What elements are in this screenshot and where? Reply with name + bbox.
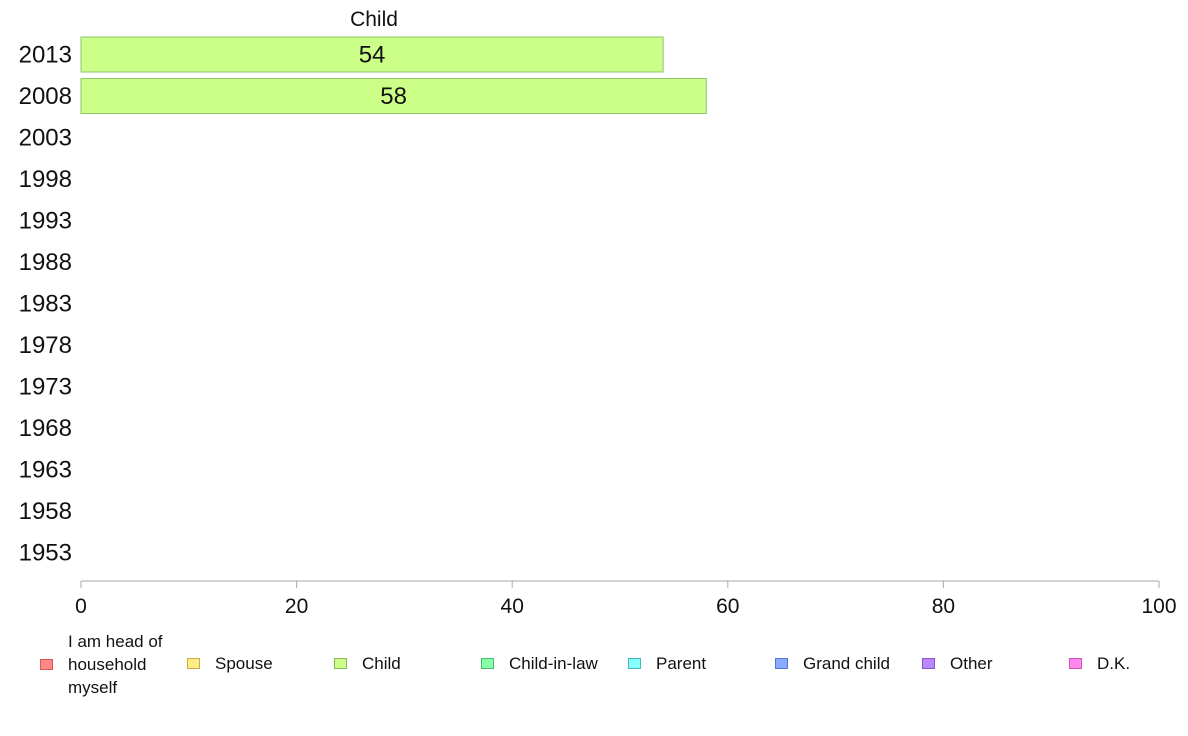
y-tick-label: 1988 (19, 249, 72, 276)
y-tick-label: 1998 (19, 166, 72, 193)
legend-label: Spouse (215, 654, 273, 673)
x-tick-label: 100 (1141, 595, 1176, 618)
y-tick-label: 1968 (19, 415, 72, 442)
bar (80, 36, 664, 73)
y-tick-label: 2008 (19, 83, 72, 110)
y-tick-label: 1978 (19, 332, 72, 359)
legend-swatch (40, 659, 53, 670)
y-tick-label: 2013 (19, 42, 72, 69)
legend-item: Spouse (187, 652, 273, 675)
legend-item: I am head of household myself (40, 630, 178, 699)
bar-value-label: 54 (359, 42, 386, 69)
legend-label: Other (950, 654, 993, 673)
legend-swatch (187, 658, 200, 669)
legend-swatch (334, 658, 347, 669)
bar (80, 78, 707, 114)
legend-item: Other (922, 652, 993, 675)
legend: I am head of household myself Spouse Child… (0, 630, 1188, 700)
legend-item: Child-in-law (481, 652, 598, 675)
legend-label: Grand child (803, 654, 890, 673)
bar-value-label: 58 (380, 83, 407, 110)
legend-item: Parent (628, 652, 706, 675)
bar-chart: Child 2013 2008 2003 1998 1993 1988 1983 1978 19… (19, 8, 1177, 618)
x-tick-label: 20 (285, 595, 308, 618)
legend-label: Child (362, 654, 401, 673)
legend-swatch (481, 658, 494, 669)
y-tick-label: 1983 (19, 291, 72, 318)
legend-swatch (1069, 658, 1082, 669)
legend-swatch (628, 658, 641, 669)
y-tick-label: 1963 (19, 457, 72, 484)
y-tick-label: 1953 (19, 540, 72, 567)
x-tick-label: 40 (501, 595, 524, 618)
legend-swatch (775, 658, 788, 669)
legend-label: I am head of household myself (68, 632, 163, 697)
legend-swatch (922, 658, 935, 669)
x-axis: 0 20 40 60 80 100 (75, 580, 1177, 618)
y-tick-label: 1958 (19, 498, 72, 525)
x-tick-label: 0 (75, 595, 87, 618)
legend-item: Grand child (775, 652, 890, 675)
y-tick-label: 2003 (19, 125, 72, 152)
y-tick-label: 1993 (19, 208, 72, 235)
series-label: Child (350, 8, 398, 31)
legend-label: Child-in-law (509, 654, 598, 673)
y-tick-label: 1973 (19, 374, 72, 401)
x-tick-label: 80 (932, 595, 955, 618)
bars: 54 58 (80, 36, 707, 114)
x-tick-label: 60 (716, 595, 739, 618)
legend-label: D.K. (1097, 654, 1131, 673)
legend-label: Parent (656, 654, 707, 673)
legend-item: Child (334, 652, 401, 675)
legend-item: D.K. (1069, 652, 1130, 675)
y-axis-labels: 2013 2008 2003 1998 1993 1988 1983 1978 1973 1968… (19, 42, 72, 567)
